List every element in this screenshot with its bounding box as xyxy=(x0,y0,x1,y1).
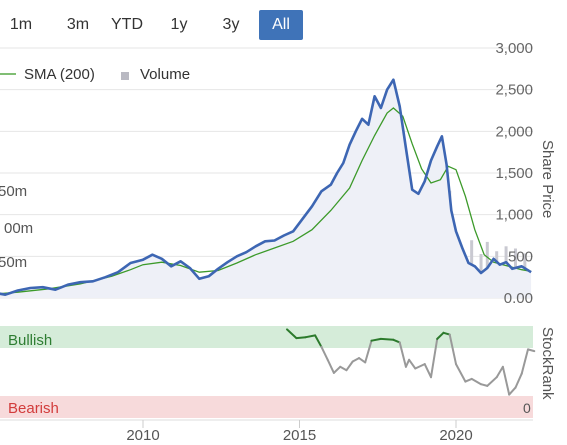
stockrank-segment xyxy=(527,348,536,353)
volume-axis-ticks: 50m 00m 50m xyxy=(0,183,33,271)
stockrank-segment xyxy=(408,358,417,370)
stockrank-segment xyxy=(351,357,360,363)
x-axis-ticks: 2010 2015 2020 xyxy=(126,420,473,444)
volume-legend-swatch xyxy=(121,72,129,80)
volume-legend-label: Volume xyxy=(140,66,190,83)
stockrank-segment xyxy=(320,345,329,361)
stockrank-segment xyxy=(514,372,523,389)
gridlines xyxy=(0,47,533,299)
share-price-axis-label: Share Price xyxy=(539,140,556,218)
y-axis-ticks: 3,000 2,500 2,000 1,500 1,000 500 0.00 xyxy=(495,40,533,307)
stockrank-segment xyxy=(358,357,367,364)
stockrank-segment xyxy=(508,386,517,396)
stockrank-segment xyxy=(392,338,401,344)
stockrank-segment xyxy=(486,376,498,387)
stockrank-segment xyxy=(414,363,426,370)
bearish-band xyxy=(0,396,533,418)
sma-legend-label: SMA (200) xyxy=(24,66,95,83)
y-tick-label: 0.00 xyxy=(504,290,533,307)
tab-all[interactable]: All xyxy=(259,10,303,40)
tab-1m[interactable]: 1m xyxy=(9,16,33,33)
stockrank-segment xyxy=(364,339,373,364)
y-tick-label: 3,000 xyxy=(495,40,533,57)
stockrank-segment xyxy=(436,331,445,340)
volume-tick-label: 00m xyxy=(4,220,33,237)
stockrank-axis-label: StockRank xyxy=(539,327,556,400)
bearish-label: Bearish xyxy=(8,400,59,417)
stockrank-segment xyxy=(370,337,382,342)
stockrank-segment xyxy=(379,337,395,341)
tab-3y[interactable]: 3y xyxy=(222,16,240,33)
y-tick-label: 2,000 xyxy=(495,123,533,140)
stockrank-segment xyxy=(464,377,473,383)
stockrank-segment xyxy=(430,337,439,379)
stockrank-segment xyxy=(455,363,467,383)
x-tick-label: 2015 xyxy=(283,427,316,444)
stockrank-segment xyxy=(423,363,432,379)
stockrank-segment xyxy=(501,365,511,396)
price-line xyxy=(0,78,532,296)
tab-ytd[interactable]: YTD xyxy=(111,16,143,33)
stockrank-segment xyxy=(495,365,504,379)
y-tick-label: 500 xyxy=(508,248,533,265)
stockrank-segment xyxy=(470,377,482,386)
stockrank-segment xyxy=(332,365,342,374)
y-tick-label: 1,500 xyxy=(495,165,533,182)
bullish-band xyxy=(0,326,533,348)
stockrank-line xyxy=(286,328,536,396)
stockrank-segment xyxy=(314,334,323,348)
x-tick-label: 2020 xyxy=(439,427,472,444)
stockrank-segment xyxy=(304,334,317,339)
tab-3m[interactable]: 3m xyxy=(66,16,90,33)
stockrank-segment xyxy=(295,336,307,340)
stockrank-segment xyxy=(442,331,451,336)
legend: SMA (200) Volume xyxy=(0,66,190,83)
tab-1y[interactable]: 1y xyxy=(170,16,188,33)
volume-tick-label: 50m xyxy=(0,183,27,200)
stockrank-segment xyxy=(398,341,407,368)
stockrank-low-label: 0 xyxy=(523,400,531,416)
stockrank-segment xyxy=(480,383,489,387)
bullish-label: Bullish xyxy=(8,332,52,349)
stockrank-segment xyxy=(520,348,529,375)
sma-line xyxy=(0,107,532,295)
price-area xyxy=(0,79,532,298)
stockrank-segment xyxy=(326,358,335,374)
stockrank-segment xyxy=(448,333,457,366)
y-tick-label: 2,500 xyxy=(495,82,533,99)
stockrank-segment xyxy=(345,360,354,372)
volume-tick-label: 50m xyxy=(0,254,27,271)
x-tick-label: 2010 xyxy=(126,427,159,444)
stockrank-segment xyxy=(404,358,411,368)
stockrank-segment xyxy=(286,328,298,340)
y-tick-label: 1,000 xyxy=(495,207,533,224)
stockrank-segment xyxy=(339,365,348,372)
